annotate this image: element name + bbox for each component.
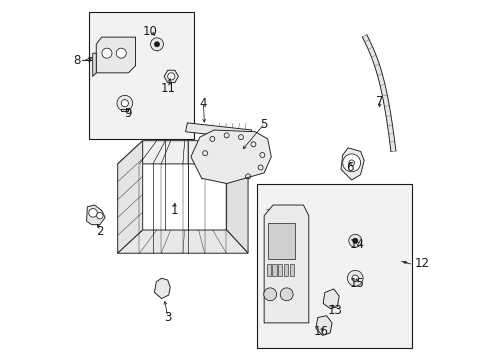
Polygon shape — [190, 130, 271, 184]
Polygon shape — [93, 53, 96, 76]
Polygon shape — [362, 35, 395, 152]
Polygon shape — [118, 141, 142, 253]
Circle shape — [280, 288, 292, 301]
Polygon shape — [340, 148, 364, 180]
Circle shape — [150, 38, 163, 51]
Polygon shape — [226, 141, 247, 253]
Text: 5: 5 — [260, 118, 267, 131]
Circle shape — [102, 48, 112, 58]
Bar — [283, 264, 287, 276]
Text: 2: 2 — [96, 225, 103, 238]
Text: 1: 1 — [171, 204, 178, 217]
Bar — [278, 264, 282, 276]
Text: 10: 10 — [142, 25, 157, 38]
Polygon shape — [323, 289, 339, 309]
Circle shape — [88, 208, 97, 217]
Circle shape — [342, 154, 360, 172]
Text: 13: 13 — [327, 304, 342, 317]
Bar — [257, 184, 411, 348]
Bar — [272, 264, 276, 276]
Polygon shape — [86, 205, 105, 225]
Text: 8: 8 — [73, 54, 81, 67]
Polygon shape — [118, 230, 247, 253]
Bar — [266, 264, 270, 276]
Polygon shape — [118, 141, 247, 164]
Circle shape — [263, 288, 276, 301]
Text: 12: 12 — [413, 257, 428, 270]
Polygon shape — [315, 316, 331, 336]
Polygon shape — [154, 278, 170, 298]
Text: 11: 11 — [160, 82, 175, 95]
Polygon shape — [96, 37, 135, 73]
Circle shape — [154, 42, 159, 47]
Circle shape — [121, 100, 128, 107]
Text: 3: 3 — [163, 311, 171, 324]
Text: 6: 6 — [346, 161, 353, 174]
Bar — [267, 223, 294, 258]
Text: 14: 14 — [349, 238, 364, 251]
Circle shape — [97, 212, 103, 219]
Text: 4: 4 — [199, 97, 207, 110]
Circle shape — [346, 270, 363, 286]
Circle shape — [116, 48, 126, 58]
Polygon shape — [264, 205, 308, 323]
Circle shape — [167, 73, 175, 80]
Bar — [89, 12, 194, 139]
Circle shape — [117, 95, 132, 111]
Text: 7: 7 — [376, 95, 383, 108]
Polygon shape — [185, 123, 251, 139]
Text: 15: 15 — [349, 277, 364, 290]
Polygon shape — [164, 70, 178, 82]
Circle shape — [348, 234, 361, 247]
Text: 9: 9 — [124, 107, 132, 120]
Polygon shape — [121, 109, 128, 111]
Circle shape — [351, 275, 358, 282]
Circle shape — [352, 238, 357, 243]
Bar — [289, 264, 293, 276]
Text: 16: 16 — [313, 325, 328, 338]
